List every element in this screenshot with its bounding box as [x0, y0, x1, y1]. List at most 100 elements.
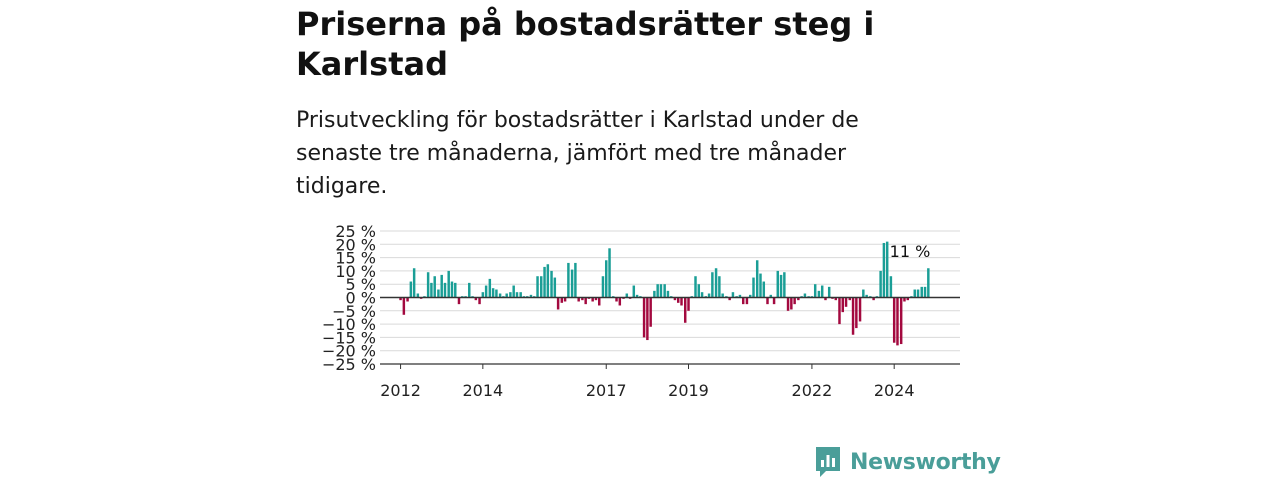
brand-name: Newsworthy — [850, 449, 1001, 475]
bar — [700, 292, 704, 298]
brand-logo: Newsworthy — [814, 444, 1001, 480]
bar — [855, 297, 858, 329]
bar — [481, 292, 485, 298]
bar — [817, 290, 821, 298]
bar — [793, 297, 796, 305]
bar — [426, 272, 430, 298]
bar — [889, 276, 893, 298]
bar — [680, 297, 683, 306]
x-tick-label: 2024 — [874, 381, 915, 400]
bar — [416, 293, 420, 298]
bar — [454, 282, 457, 298]
bar — [450, 281, 454, 298]
bar — [505, 293, 508, 298]
bar — [813, 284, 817, 298]
y-tick-label: 10 % — [335, 262, 376, 281]
bar — [673, 297, 677, 301]
bar — [584, 297, 587, 305]
bar — [694, 276, 697, 298]
bar — [430, 282, 433, 298]
bar — [591, 297, 594, 302]
bar — [762, 281, 766, 298]
bar — [913, 289, 916, 298]
bar — [443, 282, 447, 298]
bar — [882, 242, 886, 298]
annotation-layer: 11 % — [890, 242, 931, 261]
bar — [556, 297, 560, 310]
bar — [769, 294, 773, 298]
bar — [844, 297, 848, 307]
bar — [649, 297, 652, 327]
y-tick-label: 15 % — [335, 249, 376, 268]
bar — [707, 293, 711, 298]
y-tick-label: 0 % — [346, 289, 376, 308]
bar — [440, 274, 443, 298]
bar — [478, 297, 481, 305]
x-tick-labels: 2012 2014 2017 2019 2022 2024 — [380, 364, 915, 400]
bar — [570, 269, 574, 298]
bar — [598, 297, 601, 306]
bar — [666, 290, 670, 298]
bar — [615, 297, 618, 302]
bar — [433, 276, 436, 298]
bar — [748, 294, 752, 298]
y-tick-label: 20 % — [335, 235, 376, 254]
bar — [536, 276, 539, 298]
bar — [683, 297, 687, 323]
bar — [491, 288, 495, 298]
bar — [858, 297, 862, 322]
bar — [457, 297, 461, 305]
bar — [718, 276, 721, 298]
bar — [896, 297, 899, 346]
bar — [916, 289, 920, 298]
bar — [484, 285, 488, 298]
bar — [906, 297, 909, 301]
y-tick-label: −10 % — [322, 315, 376, 334]
bar — [540, 276, 543, 298]
bar — [697, 284, 701, 298]
y-tick-label: −25 % — [322, 355, 376, 374]
bar — [721, 293, 724, 298]
bar — [512, 285, 515, 298]
bar — [687, 297, 690, 311]
bar — [841, 297, 844, 313]
bar — [659, 284, 663, 298]
bar — [663, 284, 666, 298]
bar — [543, 266, 546, 298]
bar — [581, 297, 584, 301]
bar — [731, 292, 735, 298]
bar — [632, 285, 636, 298]
x-tick-label: 2014 — [462, 381, 503, 400]
bar — [820, 285, 824, 298]
last-value-label: 11 % — [890, 242, 931, 261]
chart-title: Priserna på bostadsrätter steg i Karlsta… — [296, 5, 875, 83]
bar — [577, 297, 580, 302]
bar — [406, 297, 409, 302]
bar — [608, 248, 611, 298]
x-tick-label: 2012 — [380, 381, 421, 400]
bar — [838, 297, 841, 325]
bar — [560, 297, 564, 303]
bar — [546, 264, 550, 298]
bar — [714, 268, 718, 298]
bar — [553, 277, 557, 298]
bar — [550, 270, 553, 298]
bar — [923, 286, 927, 298]
bar — [495, 289, 498, 298]
bar — [409, 281, 413, 298]
bar — [783, 272, 786, 298]
newsworthy-logo-icon — [816, 447, 840, 477]
bar — [574, 262, 577, 298]
bar — [848, 297, 851, 301]
bar — [865, 294, 868, 298]
bar — [488, 278, 492, 298]
bar — [399, 297, 402, 301]
bar — [790, 297, 793, 310]
bar — [447, 270, 450, 298]
bar — [920, 286, 923, 298]
bar — [567, 262, 570, 298]
bar — [738, 294, 742, 298]
bar — [885, 241, 889, 298]
x-tick-label: 2019 — [668, 381, 709, 400]
